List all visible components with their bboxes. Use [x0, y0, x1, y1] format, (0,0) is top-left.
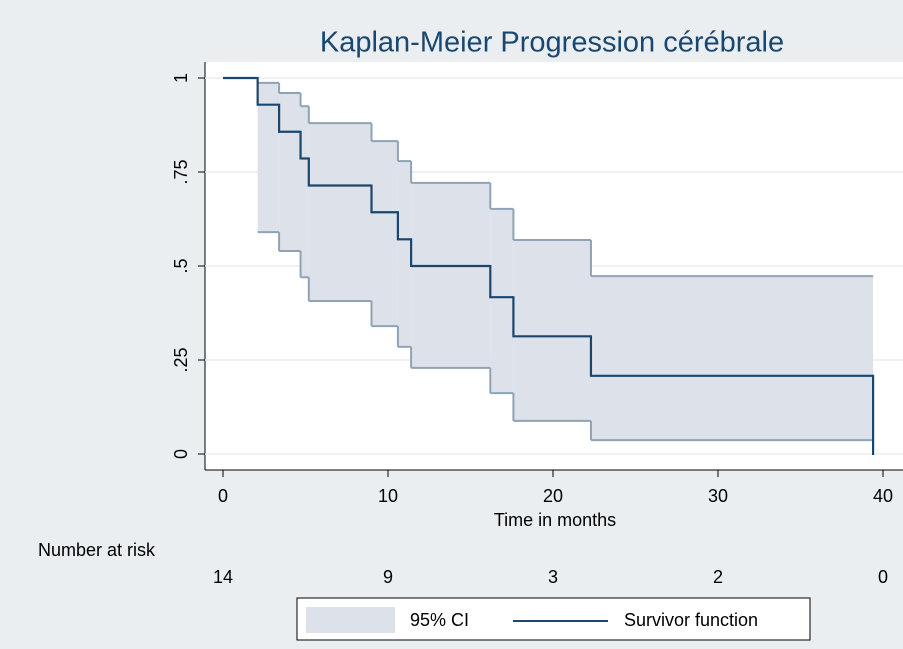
chart-title: Kaplan-Meier Progression cérébrale — [320, 27, 784, 59]
x-tick-label: 30 — [708, 486, 728, 506]
y-tick-label: .25 — [171, 347, 191, 372]
at-risk-title: Number at risk — [38, 540, 156, 560]
x-tick-label: 20 — [543, 486, 563, 506]
ci-band — [590, 276, 874, 441]
legend-swatch — [306, 607, 395, 633]
ci-band — [411, 182, 491, 368]
y-tick-label: 0 — [171, 449, 191, 459]
ci-band — [490, 208, 514, 394]
y-tick-label: .75 — [171, 159, 191, 184]
ci-band — [300, 106, 309, 278]
ci-band — [513, 240, 591, 421]
at-risk-count: 14 — [213, 567, 233, 587]
x-tick-label: 0 — [218, 486, 228, 506]
at-risk-count: 3 — [548, 567, 558, 587]
legend-label: 95% CI — [410, 610, 469, 630]
at-risk-count: 0 — [878, 567, 888, 587]
ci-band — [371, 141, 398, 327]
at-risk-count: 9 — [383, 567, 393, 587]
ci-band — [257, 82, 280, 233]
x-tick-label: 40 — [873, 486, 893, 506]
y-tick-label: .5 — [171, 258, 191, 273]
at-risk-count: 2 — [713, 567, 723, 587]
y-tick-label: 1 — [171, 73, 191, 83]
x-tick-label: 10 — [378, 486, 398, 506]
x-axis-label: Time in months — [494, 510, 616, 530]
ci-band — [279, 93, 301, 251]
ci-band — [397, 161, 412, 347]
legend-label: Survivor function — [624, 610, 758, 630]
ci-band — [308, 123, 372, 301]
